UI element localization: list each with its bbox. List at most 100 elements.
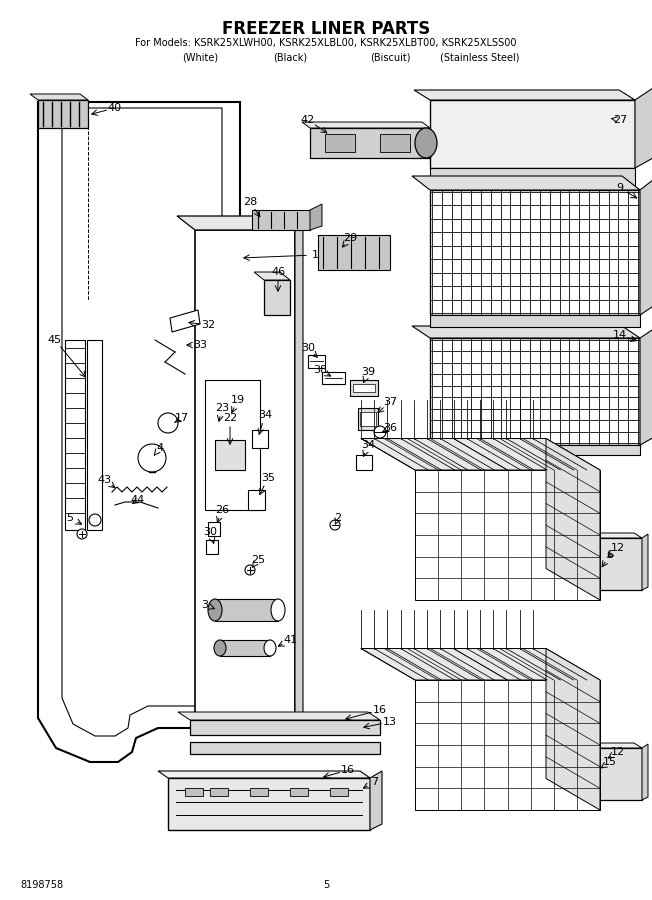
Polygon shape — [158, 771, 370, 778]
Polygon shape — [414, 90, 635, 100]
Polygon shape — [356, 455, 372, 470]
Polygon shape — [177, 216, 295, 230]
Polygon shape — [430, 100, 635, 168]
Polygon shape — [208, 522, 220, 536]
Text: 29: 29 — [343, 233, 357, 243]
Text: 25: 25 — [251, 555, 265, 565]
Polygon shape — [295, 224, 303, 730]
Text: 45: 45 — [48, 335, 62, 345]
Polygon shape — [595, 748, 642, 800]
Text: 40: 40 — [108, 103, 122, 113]
Text: 6: 6 — [606, 550, 614, 560]
Polygon shape — [310, 204, 322, 230]
Circle shape — [158, 413, 178, 433]
Polygon shape — [195, 230, 295, 720]
Polygon shape — [358, 408, 378, 430]
Polygon shape — [210, 788, 228, 796]
Ellipse shape — [208, 599, 222, 621]
Polygon shape — [635, 88, 652, 168]
Text: 46: 46 — [271, 267, 285, 277]
Text: 39: 39 — [361, 367, 375, 377]
Polygon shape — [215, 440, 245, 470]
Text: 5: 5 — [323, 880, 329, 890]
Polygon shape — [264, 280, 290, 315]
Text: For Models: KSRK25XLWH00, KSRK25XLBL00, KSRK25XLBT00, KSRK25XLSS00: For Models: KSRK25XLWH00, KSRK25XLBL00, … — [135, 38, 517, 48]
Text: 41: 41 — [283, 635, 297, 645]
Polygon shape — [415, 470, 600, 600]
Polygon shape — [430, 315, 640, 327]
Text: 14: 14 — [613, 330, 627, 340]
Text: 36: 36 — [383, 423, 397, 433]
Polygon shape — [254, 272, 290, 280]
Text: 3: 3 — [201, 600, 209, 610]
Polygon shape — [415, 680, 600, 810]
Polygon shape — [546, 438, 600, 600]
Polygon shape — [178, 712, 380, 720]
Polygon shape — [642, 534, 648, 590]
Text: 13: 13 — [383, 717, 397, 727]
Polygon shape — [325, 134, 355, 152]
Text: 27: 27 — [613, 115, 627, 125]
Polygon shape — [38, 102, 240, 762]
Text: 16: 16 — [373, 705, 387, 715]
Text: 23: 23 — [215, 403, 229, 413]
Polygon shape — [290, 788, 308, 796]
Text: 34: 34 — [258, 410, 272, 420]
Text: 7: 7 — [372, 777, 379, 787]
Polygon shape — [248, 490, 265, 510]
Text: (Biscuit): (Biscuit) — [370, 52, 410, 62]
Circle shape — [245, 565, 255, 575]
Polygon shape — [185, 788, 203, 796]
Text: 37: 37 — [383, 397, 397, 407]
Polygon shape — [430, 168, 635, 186]
Polygon shape — [330, 788, 348, 796]
Text: 8198758: 8198758 — [20, 880, 63, 890]
Polygon shape — [302, 122, 430, 128]
Circle shape — [374, 426, 386, 438]
Circle shape — [138, 444, 166, 472]
Polygon shape — [215, 599, 278, 621]
Polygon shape — [250, 788, 268, 796]
Text: 9: 9 — [616, 183, 623, 193]
Ellipse shape — [214, 640, 226, 656]
Text: 34: 34 — [361, 440, 375, 450]
Text: 44: 44 — [131, 495, 145, 505]
Polygon shape — [430, 338, 640, 445]
Polygon shape — [370, 771, 382, 830]
Polygon shape — [380, 134, 410, 152]
Text: FREEZER LINER PARTS: FREEZER LINER PARTS — [222, 20, 430, 38]
Circle shape — [89, 514, 101, 526]
Text: (White): (White) — [182, 52, 218, 62]
Circle shape — [77, 529, 87, 539]
Polygon shape — [30, 94, 88, 100]
Polygon shape — [322, 372, 345, 384]
Polygon shape — [361, 649, 600, 680]
Text: 17: 17 — [175, 413, 189, 423]
Polygon shape — [190, 720, 380, 735]
Polygon shape — [87, 340, 102, 530]
Polygon shape — [430, 445, 640, 455]
Ellipse shape — [271, 599, 285, 621]
Polygon shape — [595, 538, 642, 590]
Ellipse shape — [264, 640, 276, 656]
Polygon shape — [546, 649, 600, 810]
Polygon shape — [640, 176, 652, 315]
Text: 26: 26 — [215, 505, 229, 515]
Text: 38: 38 — [313, 365, 327, 375]
Polygon shape — [412, 326, 640, 338]
Text: 32: 32 — [201, 320, 215, 330]
Text: 12: 12 — [611, 543, 625, 553]
Text: 35: 35 — [261, 473, 275, 483]
Text: 42: 42 — [301, 115, 315, 125]
Text: 28: 28 — [243, 197, 257, 207]
Text: 19: 19 — [231, 395, 245, 405]
Polygon shape — [252, 430, 268, 448]
Polygon shape — [206, 540, 218, 554]
Text: 22: 22 — [223, 413, 237, 423]
Polygon shape — [640, 326, 652, 445]
Text: 30: 30 — [203, 527, 217, 537]
Polygon shape — [65, 340, 85, 530]
Text: 5: 5 — [67, 513, 74, 523]
Polygon shape — [310, 128, 430, 158]
Polygon shape — [353, 384, 375, 392]
